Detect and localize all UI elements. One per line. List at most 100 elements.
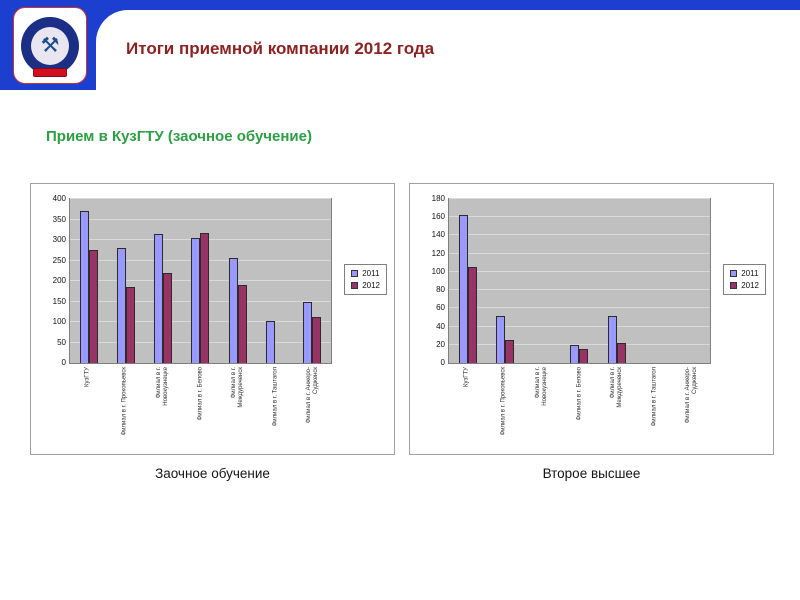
x-category-label: КузГТУ (84, 367, 91, 387)
y-tick-label: 50 (57, 337, 66, 347)
x-category-label: Филиал в г. Прокопьевск (121, 367, 128, 436)
bar-group (524, 199, 561, 363)
bar-2011 (458, 215, 468, 363)
x-category-label: Филиал в г. Таштагол (651, 367, 658, 427)
legend-swatch (730, 282, 738, 289)
x-category-cell: Филиал в г. Таштагол (257, 364, 295, 440)
legend-entry: 2012 (351, 281, 380, 290)
x-labels: КузГТУ Филиал в г. Прокопьевск Филиал в г.… (69, 364, 332, 440)
bar-2011 (228, 258, 238, 363)
x-category-cell: Филиал в г. Таштагол (636, 364, 674, 440)
gridline (449, 307, 710, 309)
x-category-cell: Филиал в г. Белово (561, 364, 599, 440)
y-tick-label: 400 (52, 194, 66, 203)
bar-2011 (154, 233, 164, 363)
bar-2012 (163, 272, 173, 363)
bar-2011 (79, 211, 89, 363)
bar-2012 (467, 267, 477, 363)
gridline (70, 218, 331, 220)
y-tick-label: 300 (52, 235, 66, 244)
x-category-cell: Филиал в г. Междуреченск (219, 364, 257, 440)
bar-group (635, 199, 672, 363)
x-category-cell: Филиал в г. Прокопьевск (486, 364, 524, 440)
gridline (449, 325, 710, 327)
x-category-label: Филиал в г. Новокузнецке (156, 367, 169, 406)
legend-entry: 2012 (730, 281, 759, 290)
y-tick-label: 20 (436, 339, 445, 349)
gridline (449, 289, 710, 291)
y-tick-label: 350 (52, 214, 66, 224)
bar-2011 (116, 248, 126, 363)
x-category-label: Филиал в г. Белово (197, 367, 204, 421)
y-tick-label: 180 (431, 194, 445, 203)
x-category-label: КузГТУ (463, 367, 470, 387)
x-category-label: Филиал в г. Прокопьевск (500, 367, 507, 436)
bar-groups (449, 199, 710, 363)
gridline (449, 198, 710, 199)
gridline (449, 270, 710, 272)
gridline (449, 252, 710, 254)
bar-group (107, 199, 144, 363)
bar-group (70, 199, 107, 363)
y-tick-label: 0 (61, 358, 66, 367)
y-tick-label: 0 (440, 358, 445, 367)
x-category-cell: Филиал в г. Междуреченск (598, 364, 636, 440)
bar-2012 (616, 342, 626, 363)
bar-group (294, 199, 331, 363)
bar-group (219, 199, 256, 363)
y-tick-label: 60 (436, 303, 445, 313)
x-category-label: Филиал в г. Междуреченск (231, 367, 245, 408)
x-category-label: Филиал в г. Анжеро-Судженск (306, 367, 320, 424)
bar-2012 (312, 317, 322, 363)
bar-2012 (579, 349, 589, 363)
x-category-label: Филиал в г. Таштагол (272, 367, 279, 427)
y-tick-label: 250 (52, 255, 66, 265)
bar-group (182, 199, 219, 363)
y-tick-label: 140 (431, 230, 445, 240)
x-category-cell: Филиал в г. Прокопьевск (107, 364, 145, 440)
bar-2011 (607, 315, 617, 363)
header-band: Итоги приемной компании 2012 года ⚒ (0, 0, 800, 90)
bar-group (561, 199, 598, 363)
y-tick-label: 120 (431, 248, 445, 258)
caption-right: Второе высшее (542, 466, 641, 481)
x-category-cell: КузГТУ (448, 364, 486, 440)
plot-area: 0 50 100 150 200 250 300 350 400 (53, 195, 332, 367)
x-category-cell: КузГТУ (69, 364, 107, 440)
legend-swatch (730, 270, 738, 277)
gridline (449, 216, 710, 218)
bar-2012 (88, 250, 98, 363)
legend-swatch (351, 282, 359, 289)
gridline (449, 343, 710, 345)
y-tick-label: 100 (52, 317, 66, 326)
slide-title: Итоги приемной компании 2012 года (126, 39, 435, 58)
legend: 2011 2012 (344, 264, 387, 295)
bar-group (256, 199, 293, 363)
legend-label: 2011 (362, 269, 380, 278)
x-category-cell: Филиал в г. Анжеро-Судженск (294, 364, 332, 440)
bar-groups (70, 199, 331, 363)
legend-label: 2011 (741, 269, 759, 278)
bar-2011 (303, 302, 313, 363)
y-tick-label: 100 (431, 266, 445, 276)
y-tick-label: 200 (52, 276, 66, 285)
gridline (449, 234, 710, 236)
x-category-label: Филиал в г. Междуреченск (610, 367, 624, 408)
legend-swatch (351, 270, 359, 277)
crossed-hammers-icon: ⚒ (31, 26, 69, 65)
x-category-cell: Филиал в г. Новокузнецке (144, 364, 182, 440)
x-category-label: Филиал в г. Белово (576, 367, 583, 421)
bar-2012 (504, 340, 514, 363)
legend-label: 2012 (741, 281, 759, 290)
emblem-circle: ⚒ (21, 16, 79, 77)
bar-group (449, 199, 486, 363)
bar-2011 (495, 315, 505, 363)
legend: 2011 2012 (723, 264, 766, 295)
chart-second-higher-education: 0 20 40 60 80 100 120 140 160 180 КузГТУ Филиал в … (409, 183, 774, 455)
bar-group (598, 199, 635, 363)
bar-2012 (200, 232, 210, 363)
plot-area: 0 20 40 60 80 100 120 140 160 180 (432, 195, 711, 367)
y-tick-label: 40 (436, 321, 445, 331)
bar-2011 (266, 320, 276, 363)
legend-entry: 2011 (730, 269, 759, 278)
